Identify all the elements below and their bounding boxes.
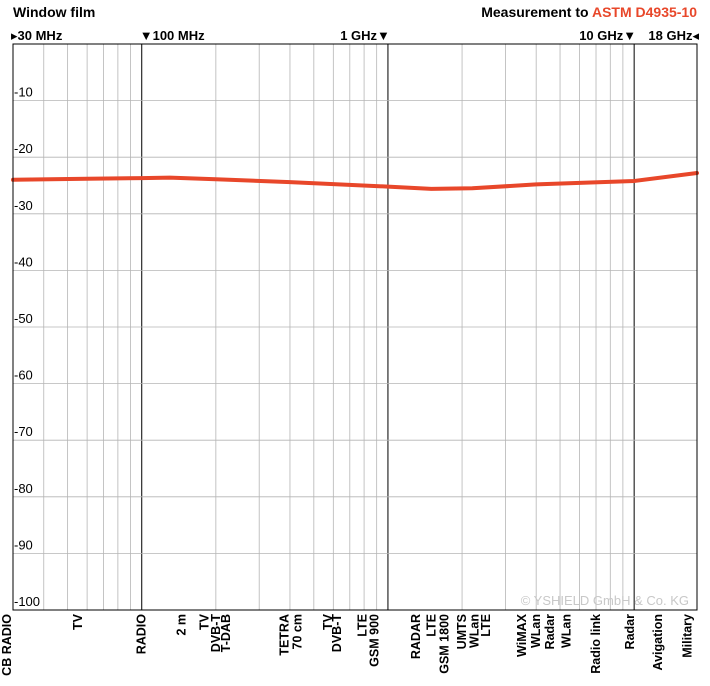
band-label: TETRA bbox=[278, 614, 292, 656]
band-label: RADAR bbox=[409, 614, 423, 659]
y-tick-label: -10 bbox=[14, 85, 33, 100]
band-label: WLan bbox=[529, 614, 543, 648]
band-label: Radar bbox=[623, 614, 637, 650]
band-label: TV bbox=[198, 613, 212, 630]
band-label: Military bbox=[681, 614, 695, 658]
frequency-marker-label: ▸30 MHz bbox=[11, 28, 63, 43]
band-label: LTE bbox=[356, 614, 370, 637]
band-label: 2 m bbox=[175, 614, 189, 636]
y-tick-label: -100 bbox=[14, 594, 40, 609]
y-tick-label: -60 bbox=[14, 368, 33, 383]
data-point bbox=[168, 175, 172, 180]
y-tick-label: -70 bbox=[14, 424, 33, 439]
band-label: WiMAX bbox=[515, 613, 529, 657]
chart-title: Window film bbox=[13, 4, 96, 20]
band-label: LTE bbox=[479, 614, 493, 637]
y-axis-ticks: -10 -20 -30 -40 -50 -60 -70 -80 -90 -100 bbox=[14, 85, 40, 609]
band-label: DVB-T bbox=[209, 614, 223, 653]
data-point bbox=[470, 186, 474, 190]
data-point bbox=[632, 179, 636, 183]
band-label: GSM 1800 bbox=[438, 614, 452, 674]
band-label: 70 cm bbox=[291, 614, 305, 649]
band-label: TV bbox=[321, 613, 335, 630]
data-point bbox=[214, 177, 218, 181]
frequency-marker-label: 1 GHz▼ bbox=[340, 28, 390, 43]
y-tick-label: -50 bbox=[14, 311, 33, 326]
frequency-markers: ▸30 MHz ▼100 MHz 1 GHz▼ 10 GHz▼ 18 GHz◂ bbox=[11, 28, 699, 43]
frequency-marker-label: 18 GHz◂ bbox=[648, 28, 699, 43]
y-tick-label: -30 bbox=[14, 198, 33, 213]
band-label: TV bbox=[71, 613, 85, 630]
plot-frame bbox=[12, 43, 698, 611]
band-label: DVB-T bbox=[330, 614, 344, 653]
data-point bbox=[534, 182, 538, 186]
band-label: WLan bbox=[468, 614, 482, 648]
measurement-standard: ASTM D4935-10 bbox=[591, 4, 697, 20]
y-tick-label: -90 bbox=[14, 537, 33, 552]
band-label: WLan bbox=[559, 614, 573, 648]
band-label: CB RADIO bbox=[0, 614, 14, 676]
y-tick-label: -80 bbox=[14, 481, 33, 496]
shielding-line bbox=[11, 171, 699, 191]
horizontal-grid bbox=[13, 100, 697, 554]
data-point bbox=[140, 176, 144, 180]
measurement-prefix: Measurement to bbox=[481, 4, 592, 20]
data-point bbox=[429, 187, 433, 191]
measurement-standard-label: Measurement to ASTM D4935-10 bbox=[481, 4, 697, 20]
data-series bbox=[11, 171, 699, 191]
watermark: © YSHIELD GmbH & Co. KG bbox=[521, 593, 689, 608]
data-point bbox=[85, 177, 89, 181]
frequency-marker-label: 10 GHz▼ bbox=[579, 28, 636, 43]
data-point bbox=[288, 180, 292, 184]
band-label: Radio link bbox=[589, 614, 603, 674]
band-label: Avigation bbox=[651, 614, 665, 670]
band-label: UMTS bbox=[455, 614, 469, 649]
frequency-marker-label: ▼100 MHz bbox=[140, 28, 205, 43]
y-tick-label: -20 bbox=[14, 141, 33, 156]
band-label: RADIO bbox=[135, 614, 149, 655]
band-label: T-DAB bbox=[219, 614, 233, 652]
y-tick-label: -40 bbox=[14, 254, 33, 269]
band-label: GSM 900 bbox=[367, 614, 381, 667]
band-label: Radar bbox=[543, 614, 557, 650]
band-label: LTE bbox=[424, 614, 438, 637]
data-point bbox=[386, 185, 390, 189]
